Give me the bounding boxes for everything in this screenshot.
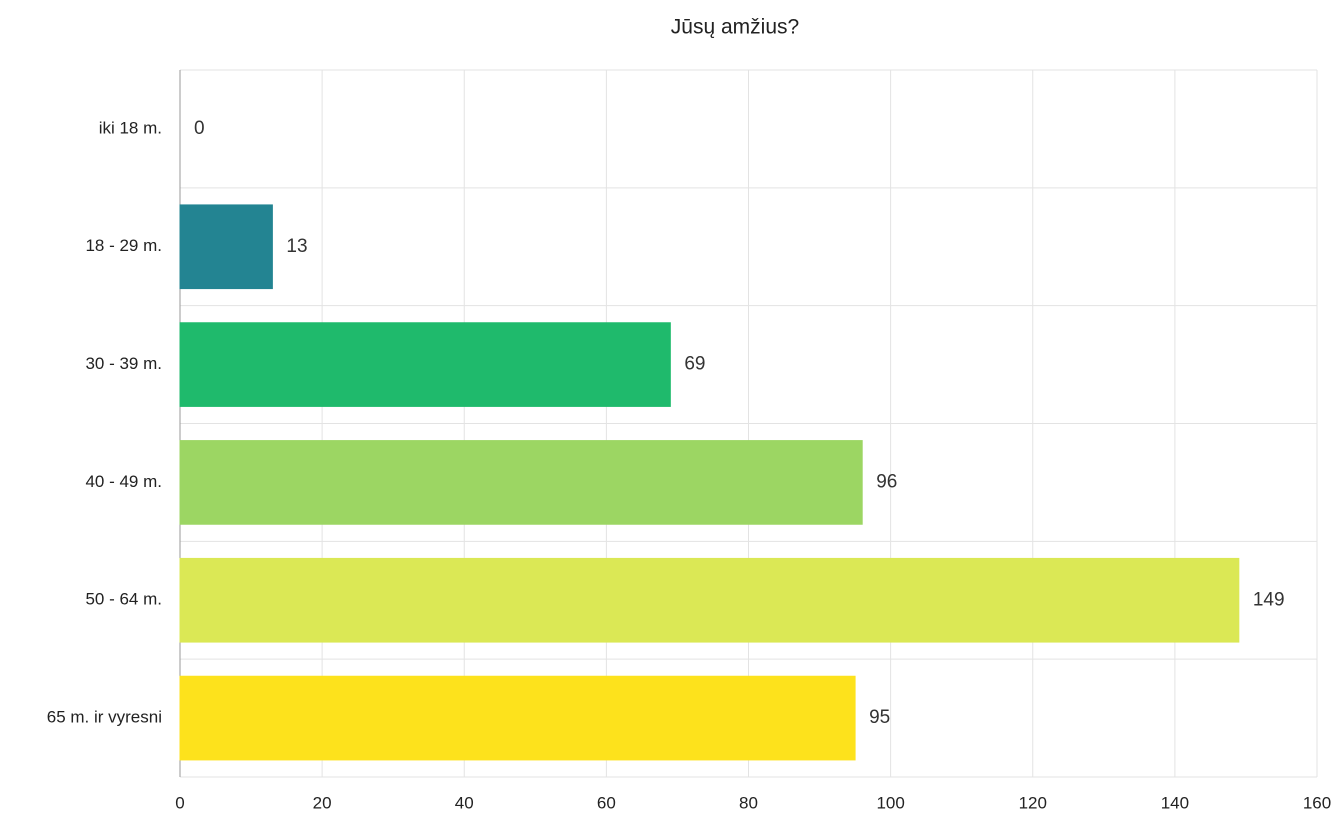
data-label: 69 [684, 354, 705, 375]
x-tick-label: 160 [1303, 793, 1331, 812]
data-label: 13 [286, 236, 307, 257]
bar [179, 322, 671, 407]
x-tick-label: 20 [313, 793, 332, 812]
y-tick-label: 18 - 29 m. [85, 236, 162, 255]
x-tick-label: 60 [597, 793, 616, 812]
data-label: 0 [194, 118, 205, 139]
y-tick-label: 40 - 49 m. [85, 472, 162, 491]
x-tick-label: 100 [876, 793, 904, 812]
bar [179, 675, 856, 761]
data-label: 96 [876, 471, 897, 492]
y-tick-label: iki 18 m. [99, 118, 162, 137]
y-tick-label: 65 m. ir vyresni [47, 708, 162, 727]
x-tick-label: 120 [1019, 793, 1047, 812]
bar [179, 204, 273, 290]
x-tick-label: 40 [455, 793, 474, 812]
chart-title: Jūsų amžius? [671, 16, 799, 39]
x-tick-label: 80 [739, 793, 758, 812]
bar [179, 557, 1240, 643]
y-tick-label: 30 - 39 m. [85, 354, 162, 373]
bar [179, 440, 863, 525]
y-tick-label: 50 - 64 m. [85, 590, 162, 609]
data-label: 149 [1253, 589, 1285, 610]
x-tick-label: 140 [1161, 793, 1189, 812]
data-label: 95 [869, 707, 890, 728]
x-tick-label: 0 [175, 793, 184, 812]
